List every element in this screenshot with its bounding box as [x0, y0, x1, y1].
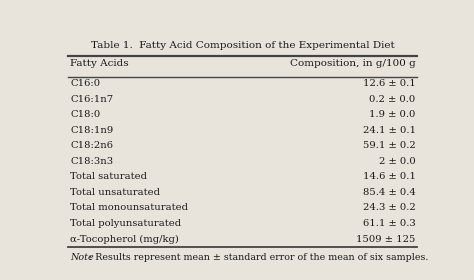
Text: Total saturated: Total saturated: [70, 172, 147, 181]
Text: Note: Note: [70, 253, 94, 262]
Text: 1.9 ± 0.0: 1.9 ± 0.0: [369, 110, 416, 119]
Text: Composition, in g/100 g: Composition, in g/100 g: [290, 59, 416, 69]
Text: C18:3n3: C18:3n3: [70, 157, 113, 166]
Text: α-Tocopherol (mg/kg): α-Tocopherol (mg/kg): [70, 235, 179, 244]
Text: 14.6 ± 0.1: 14.6 ± 0.1: [363, 172, 416, 181]
Text: Fatty Acids: Fatty Acids: [70, 59, 129, 69]
Text: 85.4 ± 0.4: 85.4 ± 0.4: [363, 188, 416, 197]
Text: Total monounsaturated: Total monounsaturated: [70, 204, 188, 213]
Text: 59.1 ± 0.2: 59.1 ± 0.2: [363, 141, 416, 150]
Text: C18:2n6: C18:2n6: [70, 141, 113, 150]
Text: 1509 ± 125: 1509 ± 125: [356, 235, 416, 244]
Text: C18:0: C18:0: [70, 110, 100, 119]
Text: 0.2 ± 0.0: 0.2 ± 0.0: [369, 95, 416, 104]
Text: C16:1n7: C16:1n7: [70, 95, 113, 104]
Text: 12.6 ± 0.1: 12.6 ± 0.1: [363, 79, 416, 88]
Text: 24.1 ± 0.1: 24.1 ± 0.1: [363, 126, 416, 135]
Text: 24.3 ± 0.2: 24.3 ± 0.2: [363, 204, 416, 213]
Text: 61.1 ± 0.3: 61.1 ± 0.3: [363, 219, 416, 228]
Text: : Results represent mean ± standard error of the mean of six samples.: : Results represent mean ± standard erro…: [89, 253, 428, 262]
Text: 2 ± 0.0: 2 ± 0.0: [379, 157, 416, 166]
Text: Table 1.  Fatty Acid Composition of the Experimental Diet: Table 1. Fatty Acid Composition of the E…: [91, 41, 395, 50]
Text: C16:0: C16:0: [70, 79, 100, 88]
Text: C18:1n9: C18:1n9: [70, 126, 113, 135]
Text: Total polyunsaturated: Total polyunsaturated: [70, 219, 182, 228]
Text: Total unsaturated: Total unsaturated: [70, 188, 160, 197]
